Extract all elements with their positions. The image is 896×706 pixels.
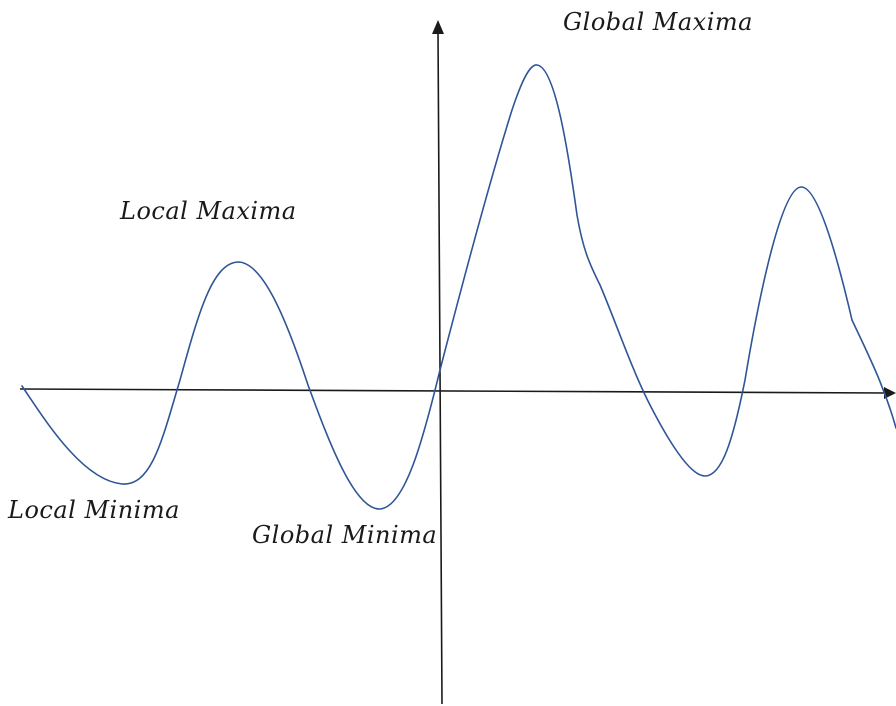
local-minima-label: Local Minima bbox=[8, 496, 180, 524]
y-axis-arrow-icon bbox=[432, 20, 444, 34]
local-maxima-label: Local Maxima bbox=[120, 197, 297, 225]
function-curve bbox=[21, 64, 896, 510]
x-axis bbox=[19, 388, 889, 394]
x-axis-arrow-icon bbox=[884, 387, 896, 399]
global-minima-label: Global Minima bbox=[252, 521, 438, 549]
global-maxima-label: Global Maxima bbox=[563, 8, 753, 36]
